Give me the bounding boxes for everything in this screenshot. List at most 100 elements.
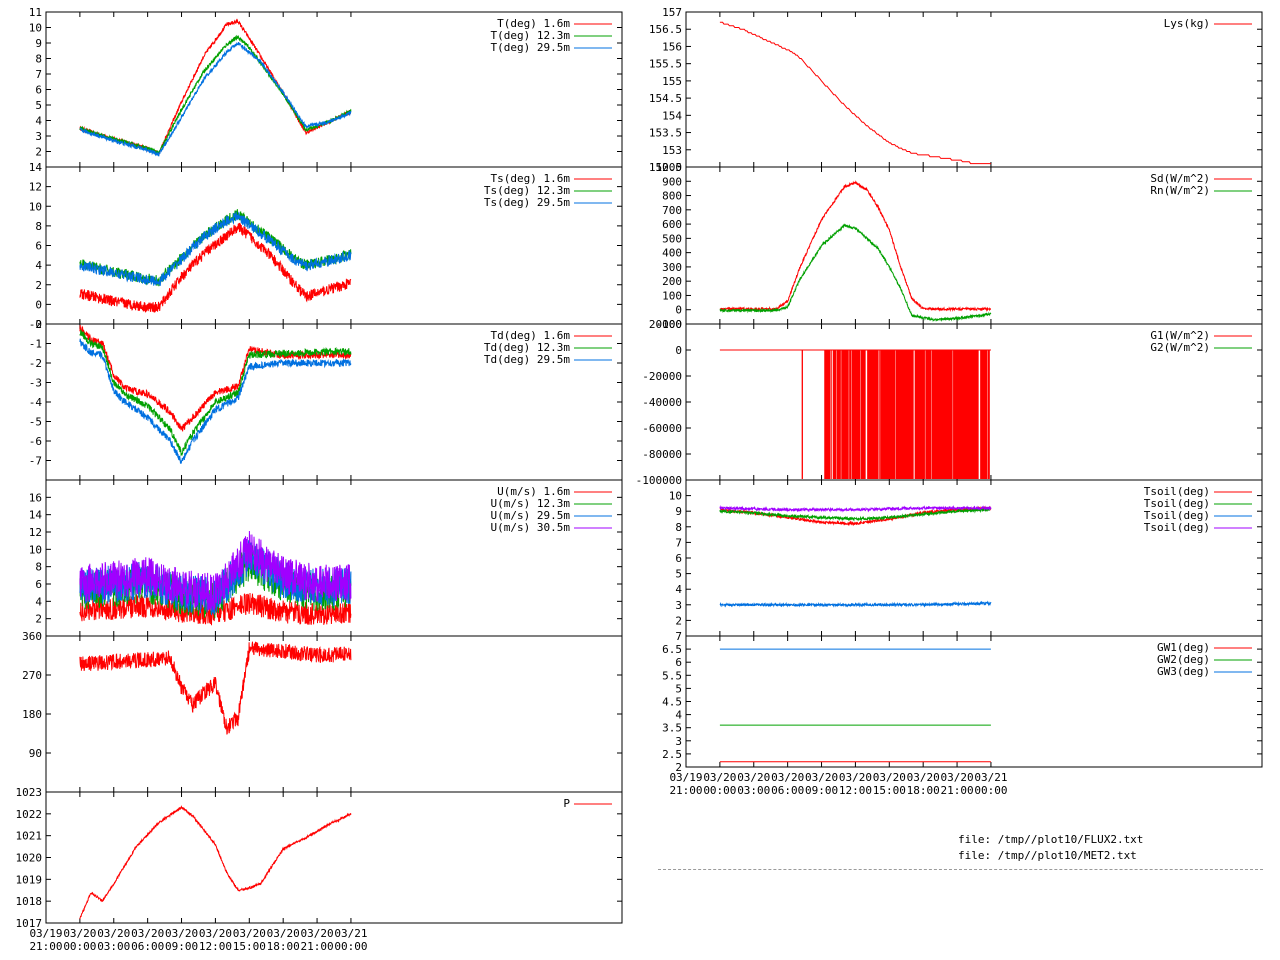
x-tick-label-date: 03/20 — [907, 771, 940, 784]
y-tick-label: 4 — [35, 595, 42, 608]
y-tick-label: 3 — [675, 599, 682, 612]
y-tick-label: 1023 — [16, 786, 43, 799]
legend-label: U(m/s) 12.3m — [491, 497, 571, 510]
y-tick-label: -100 — [656, 318, 683, 331]
y-tick-label: 800 — [662, 190, 682, 203]
series-group — [79, 325, 352, 465]
x-tick-label-time: 06:00 — [131, 940, 164, 953]
y-tick-label: 2 — [675, 761, 682, 774]
legend-label: Tsoil(deg) — [1144, 497, 1210, 510]
series-line — [719, 505, 992, 513]
y-tick-label: 5 — [675, 568, 682, 581]
y-tick-label: 1020 — [16, 852, 43, 865]
x-tick-label-date: 03/20 — [839, 771, 872, 784]
legend-label: U(m/s) 30.5m — [491, 521, 571, 534]
y-tick-label: 0 — [675, 304, 682, 317]
y-tick-label: 3.5 — [662, 722, 682, 735]
y-tick-label: -5 — [29, 416, 42, 429]
y-tick-label: 7 — [675, 630, 682, 643]
y-tick-label: -1 — [29, 338, 42, 351]
x-tick-label-time: 00:00 — [63, 940, 96, 953]
y-tick-label: 0 — [675, 344, 682, 357]
series-line — [79, 329, 352, 457]
y-tick-label: 5 — [35, 99, 42, 112]
x-tick-label-date: 03/20 — [267, 927, 300, 940]
legend-label: Ts(deg) 1.6m — [491, 172, 571, 185]
y-tick-label: 2 — [35, 613, 42, 626]
x-tick-label-time: 06:00 — [771, 784, 804, 797]
y-tick-label: -3 — [29, 377, 42, 390]
x-tick-label-date: 03/20 — [233, 927, 266, 940]
x-tick-label-date: 03/20 — [771, 771, 804, 784]
y-tick-label: 156 — [662, 40, 682, 53]
legend-label: Ts(deg) 12.3m — [484, 184, 570, 197]
y-tick-label: 10 — [29, 200, 42, 213]
x-tick-label-date: 03/20 — [940, 771, 973, 784]
y-tick-label: 2 — [675, 614, 682, 627]
y-tick-label: 0 — [35, 298, 42, 311]
chart-panel-lysimeter: 152.5 153 153.5 154 154.5 155 155.5 156 156.5 157… — [649, 6, 1263, 174]
y-tick-label: 5 — [675, 682, 682, 695]
x-tick-label-time: 21:00 — [300, 940, 333, 953]
y-tick-label: 6 — [675, 656, 682, 669]
x-tick-label-time: 21:00 — [669, 784, 702, 797]
y-tick-label: 4 — [35, 259, 42, 272]
y-tick-label: 180 — [22, 708, 42, 721]
legend-label: Tsoil(deg) — [1144, 521, 1210, 534]
y-tick-label: -100000 — [636, 474, 682, 487]
legend-label: Rn(W/m^2) — [1150, 184, 1210, 197]
y-tick-label: 152.5 — [649, 161, 682, 174]
x-tick-label-time: 09:00 — [165, 940, 198, 953]
y-tick-label: 2 — [35, 146, 42, 159]
x-tick-label-date: 03/20 — [873, 771, 906, 784]
y-tick-label: 4 — [675, 709, 682, 722]
legend-label: T(deg) 29.5m — [491, 41, 571, 54]
y-tick-label: 10 — [29, 543, 42, 556]
y-tick-label: 1000 — [656, 161, 683, 174]
legend-label: T(deg) 12.3m — [491, 29, 571, 42]
x-tick-label-time: 03:00 — [737, 784, 770, 797]
y-tick-label: 5.5 — [662, 669, 682, 682]
y-tick-label: 3 — [675, 735, 682, 748]
series-line — [719, 180, 992, 312]
y-tick-label: -40000 — [642, 396, 682, 409]
x-tick-label-time: 18:00 — [907, 784, 940, 797]
series-group — [719, 180, 992, 323]
series-group — [79, 641, 352, 735]
x-tick-label-date: 03/19 — [669, 771, 702, 784]
y-tick-label: 12 — [29, 181, 42, 194]
x-tick-label-time: 12:00 — [839, 784, 872, 797]
series-line — [719, 507, 992, 522]
y-tick-label: 20000 — [649, 318, 682, 331]
legend-label: Lys(kg) — [1164, 17, 1210, 30]
y-tick-label: 10 — [29, 22, 42, 35]
y-tick-label: -80000 — [642, 448, 682, 461]
x-tick-label-date: 03/20 — [63, 927, 96, 940]
y-tick-label: 200 — [662, 275, 682, 288]
y-tick-label: 4.5 — [662, 696, 682, 709]
series-group — [719, 648, 991, 763]
y-tick-label: -4 — [29, 396, 43, 409]
y-tick-label: 900 — [662, 175, 682, 188]
y-tick-label: 1017 — [16, 917, 43, 930]
series-line — [719, 223, 992, 323]
y-tick-label: 300 — [662, 261, 682, 274]
y-tick-label: 9 — [35, 37, 42, 50]
series-line — [719, 600, 992, 608]
y-tick-label: 153 — [662, 144, 682, 157]
series-group — [79, 530, 352, 626]
y-tick-label: 9 — [675, 505, 682, 518]
legend-label: Td(deg) 1.6m — [491, 329, 571, 342]
source-files: file: /tmp//plot10/FLUX2.txt file: /tmp/… — [958, 832, 1143, 864]
y-tick-label: 1022 — [16, 808, 43, 821]
dashed-separator — [658, 869, 1263, 870]
legend-label: Td(deg) 12.3m — [484, 341, 570, 354]
source-file-flux: file: /tmp//plot10/FLUX2.txt — [958, 833, 1144, 846]
y-tick-label: 400 — [662, 247, 682, 260]
y-tick-label: 154 — [662, 109, 682, 122]
x-tick-label-time: 15:00 — [873, 784, 906, 797]
legend-label: G1(W/m^2) — [1150, 329, 1210, 342]
